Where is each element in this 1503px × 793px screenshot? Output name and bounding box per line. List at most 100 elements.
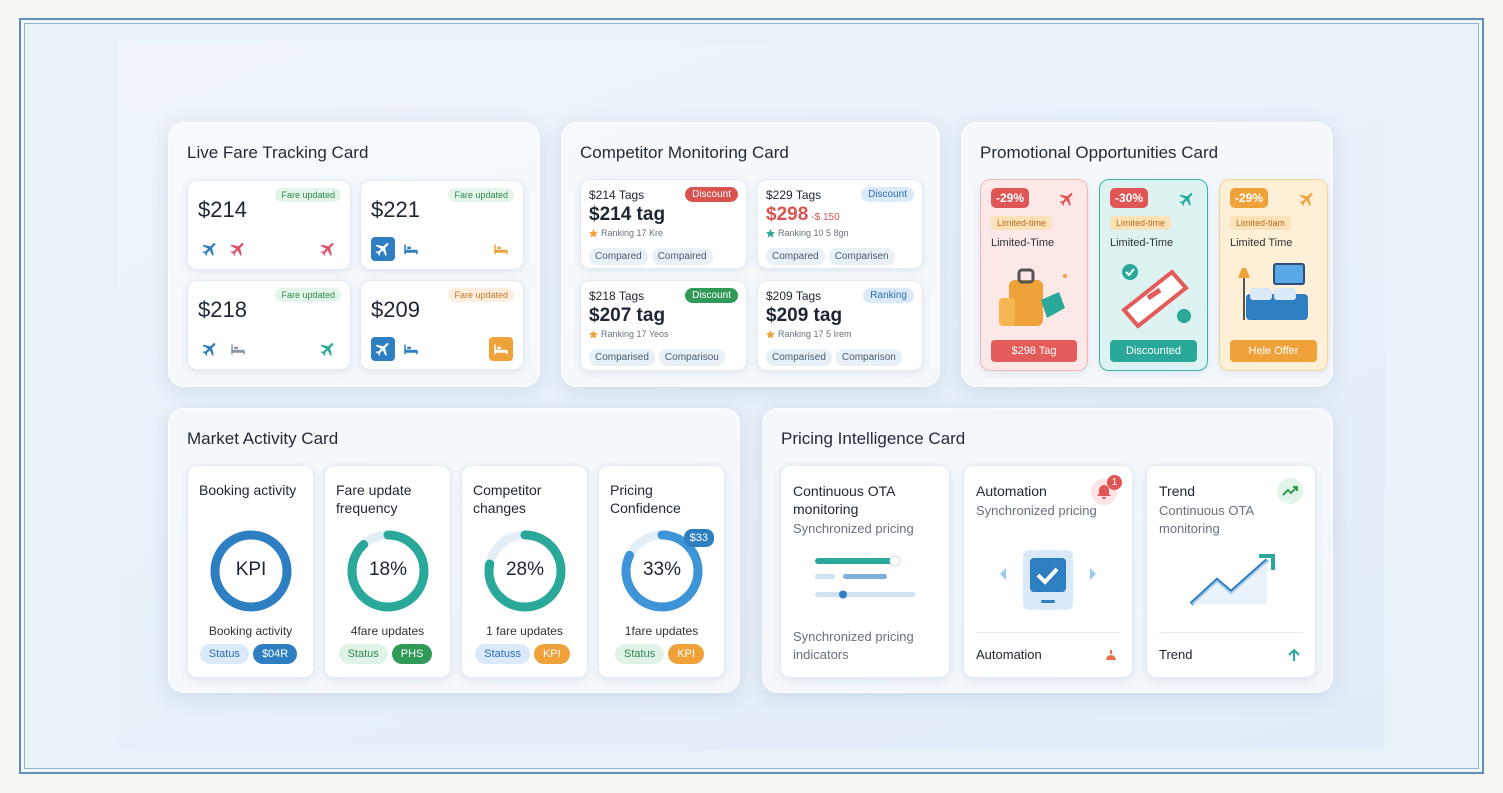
competitor-tile: $218 Tags Discount $207 tag Ranking 17 Yeos…	[580, 280, 747, 371]
plane-icon	[1179, 193, 1193, 206]
tag-price: $214 tag	[589, 204, 666, 225]
card: Pricing Intelligence Card Continuous OTA …	[762, 408, 1333, 693]
tile-subtitle: Synchronized pricing	[793, 521, 914, 536]
tile-subtitle: Continuous OTA monitoring	[1159, 503, 1254, 536]
metric-caption: 4fare updates	[350, 624, 425, 638]
chip: Compaired	[651, 248, 713, 265]
bed-icon	[404, 244, 418, 255]
discount-badge: -30%	[1110, 188, 1149, 208]
divider	[1159, 632, 1303, 633]
gauge-center: KPI	[235, 559, 267, 580]
limited-tag: Limited-tiam	[1230, 216, 1292, 230]
promo-tile: -29% Limited-tiam Limited Time Hele Offer	[1219, 179, 1328, 371]
tag-label: $229 Tags	[766, 188, 822, 202]
gauge-center: 18%	[368, 559, 408, 580]
pricing-tile: Automation Synchronized pricing 1 Automatio…	[963, 465, 1133, 678]
pricing-illustration	[1000, 550, 1096, 610]
metric-label: Pricing Confidence	[610, 482, 681, 516]
ranking-text: Ranking 17 Yeos	[601, 329, 669, 339]
card: Promotional Opportunities Card -29% Limite…	[961, 122, 1333, 387]
plane-icon	[202, 343, 216, 356]
promo-button: Discounted	[1110, 340, 1197, 362]
chip: Compared	[766, 248, 825, 265]
chips: Comparised Comparisou	[589, 347, 729, 366]
divider	[976, 632, 1120, 633]
metric-label: Booking activity	[199, 482, 297, 498]
chips: Comparised Comparison	[766, 347, 906, 366]
price-row: $209 tag	[766, 305, 842, 327]
discount-badge: -29%	[991, 188, 1030, 208]
promo-button: Hele Offer	[1230, 340, 1317, 362]
ranking: Ranking 17 5 Irem	[766, 329, 852, 339]
gauge-center: 28%	[505, 559, 545, 580]
old-price: -$ 150	[811, 212, 840, 223]
plane-icon	[202, 243, 216, 256]
chip: Comparisen	[828, 248, 895, 265]
tile-grid: $214 Fare updated $221 Fare updated $218 Fare…	[187, 180, 524, 370]
fare-tile: $214 Fare updated	[187, 180, 351, 270]
ranking: Ranking 17 Kre	[589, 228, 663, 238]
chip: PHS	[391, 644, 433, 664]
star-icon	[589, 329, 598, 338]
card-title: Pricing Intelligence Card	[781, 429, 966, 448]
tag-price: $298	[766, 204, 809, 225]
metric-caption: Booking activity	[208, 624, 293, 638]
limited-label: Limited-Time	[991, 237, 1055, 249]
promo-button: $298 Tag	[991, 340, 1077, 362]
plane-icon	[320, 243, 334, 256]
fare-badge: Fare updated	[275, 188, 341, 202]
plane-icon	[371, 337, 395, 361]
tag-price: $207 tag	[589, 305, 666, 326]
tile-title: Automation	[976, 483, 1047, 499]
ranking: Ranking 10 5 8gn	[766, 228, 849, 238]
chips: Status KPI	[599, 644, 724, 664]
gauge-ring	[210, 530, 292, 612]
market-tile: Fare update frequency 18% 4fare updates Sta…	[324, 465, 451, 678]
trend-icon	[1277, 478, 1303, 504]
chips: Statuss KPI	[462, 644, 587, 664]
tile-footer: Automation	[976, 647, 1042, 662]
gauge-ring	[621, 530, 703, 612]
chips: Status $04R	[188, 644, 313, 664]
limited-tag: Limited-time	[1110, 216, 1172, 230]
ranking: Ranking 17 Yeos	[589, 329, 669, 339]
plane-icon	[320, 343, 334, 356]
chips: Status PHS	[325, 644, 450, 664]
tile-grid: $214 Tags Discount $214 tag Ranking 17 Kre C…	[580, 179, 923, 371]
tile-grid: Continuous OTA monitoring Synchronized pr…	[780, 465, 1316, 678]
price-row: $207 tag	[589, 305, 665, 327]
promo-illustration	[1238, 263, 1308, 320]
card-title: Promotional Opportunities Card	[980, 143, 1219, 162]
status-badge: Discount	[685, 187, 738, 202]
plane-icon	[371, 237, 395, 261]
footer-icon	[1106, 650, 1116, 660]
status-badge: Discount	[685, 288, 738, 303]
tag-label: $214 Tags	[589, 188, 645, 202]
tag-price: $209 tag	[766, 305, 843, 326]
chip: Comparison	[835, 349, 902, 366]
star-icon	[766, 228, 775, 237]
fare-tile: $209 Fare updated	[360, 280, 524, 370]
fare-badge: Fare updated	[448, 288, 514, 302]
gauge-center: 33%	[642, 559, 682, 580]
tile-grid: -29% Limited-time Limited-Time $298 Tag -30%…	[980, 179, 1328, 371]
metric-caption: 1 fare updates	[486, 624, 563, 638]
competitor-tile: $209 Tags Ranking $209 tag Ranking 17 5 Ire…	[757, 280, 923, 371]
star-icon	[766, 329, 775, 338]
tile-footer: Synchronized pricing indicators	[793, 629, 914, 662]
fare-tile: $218 Fare updated	[187, 280, 351, 370]
pricing-tile: Trend Continuous OTA monitoring Trend	[1146, 465, 1316, 678]
star-icon	[589, 228, 598, 237]
fare-price: $214	[198, 197, 247, 222]
chip: Compared	[589, 248, 648, 265]
competitor-tile: $214 Tags Discount $214 tag Ranking 17 Kre C…	[580, 179, 747, 269]
chip: Status	[338, 644, 388, 664]
fare-price: $218	[198, 297, 247, 322]
fare-badge: Fare updated	[448, 188, 514, 202]
fare-price: $221	[371, 197, 420, 222]
chips: Compared Comparisen	[766, 246, 899, 265]
card-title: Live Fare Tracking Card	[187, 143, 369, 162]
tile-grid: Booking activity KPI Booking activity Statu…	[187, 465, 725, 678]
limited-label: Limited Time	[1230, 237, 1293, 249]
tile-subtitle: Synchronized pricing	[976, 503, 1097, 518]
